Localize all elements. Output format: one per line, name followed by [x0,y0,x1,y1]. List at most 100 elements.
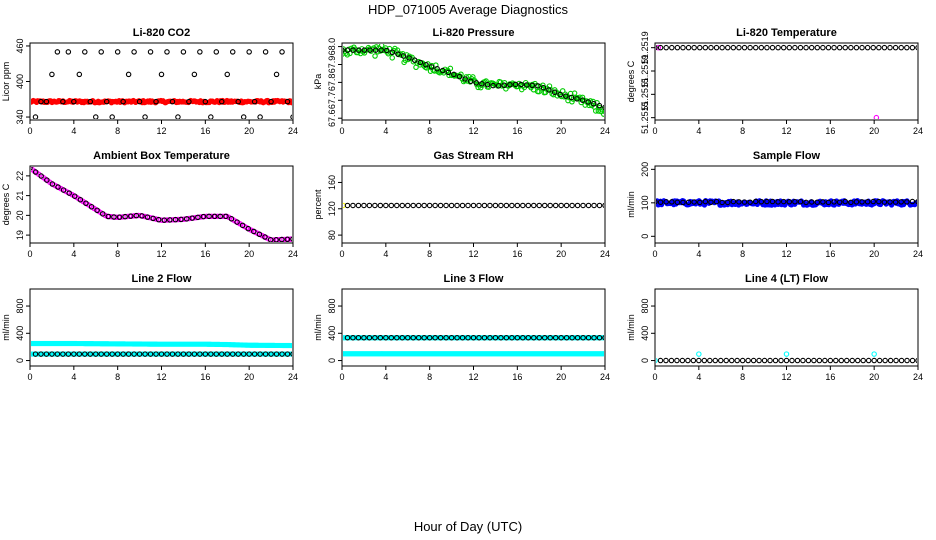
data-point-average [736,44,742,51]
data-point-average [536,202,542,209]
data-point-average [825,44,832,51]
data-point-average [183,216,190,222]
data-point-average [811,357,817,364]
data-point-average [208,114,214,119]
data-point-average [803,44,809,51]
data-point-average [758,44,765,51]
data-point-average [245,225,251,232]
data-point-raw [373,44,380,50]
data-point-average [531,334,537,341]
y-tick-label: 68.0 [327,38,337,56]
data-point-average [882,357,888,364]
data-point-average [228,216,235,222]
data-point-average [189,215,196,221]
data-point-average [838,357,845,364]
data-point-average [239,222,246,229]
x-tick-label: 0 [27,126,32,136]
data-point-average [547,202,553,209]
data-point-average [579,97,586,103]
data-point-average [529,82,536,89]
data-point-raw [536,88,542,95]
x-axis-title: Hour of Day (UTC) [413,519,523,534]
data-point-average [224,71,231,78]
data-point-average [49,181,56,187]
data-point-average [558,202,564,209]
data-point-average [756,357,762,364]
data-point-average [399,202,406,209]
x-tick-label: 20 [244,372,254,382]
data-point-raw [369,46,376,53]
data-point-average [736,199,742,205]
data-point-average [111,214,117,220]
data-point-average [206,213,212,220]
data-point-average [713,44,720,51]
data-point-average [898,44,904,51]
x-tick-label: 16 [825,126,835,136]
data-point-average [87,98,94,105]
data-point-average [723,357,729,364]
data-point-average [257,351,263,357]
data-point-average [552,334,559,341]
data-point-average [585,334,592,341]
data-point-average [125,351,132,357]
y-axis-label: degrees C [626,60,636,102]
data-point-average [213,351,220,357]
data-point-average [186,351,192,357]
data-point-average [797,44,804,51]
data-point-average [860,357,866,364]
data-point-average [552,202,559,209]
y-tick-label: 0 [640,358,650,363]
data-point-average [83,200,89,207]
data-point-average [685,44,692,51]
data-point-average [54,49,61,55]
data-point-average [596,102,603,109]
x-tick-label: 0 [339,372,344,382]
data-point-average [465,334,471,341]
data-point-average [887,199,893,205]
data-point-raw [559,88,566,94]
data-point-average [350,47,356,53]
data-point-average [512,81,519,88]
data-point-average [476,334,482,341]
data-point-average [775,199,781,205]
y-axis-label: ml/min [626,314,636,341]
data-point-average [848,44,854,51]
data-point-average [691,44,697,51]
data-point-average [728,357,735,364]
data-point-average [541,334,548,341]
data-point-average [355,202,362,209]
data-point-raw [475,84,481,91]
data-point-average [251,228,257,235]
data-point-raw [540,82,546,88]
data-point-average [775,44,781,51]
data-point-average [596,202,603,209]
data-point-average [32,169,39,175]
data-point-average [462,76,468,82]
data-point-average [602,202,604,209]
x-tick-label: 16 [512,372,522,382]
data-point-average [780,44,787,51]
panel-7: Line 2 Flow ml/min 0 4 8 12 16 20 24 0 400 800 [1,273,298,382]
data-point-average [585,99,591,105]
data-point-average [71,351,77,357]
data-point-average [82,49,88,55]
data-point-average [876,357,883,364]
panel-title: Ambient Box Temperature [93,150,230,162]
data-point-average [417,59,424,66]
data-point-average [49,351,55,357]
data-point-average [509,202,515,209]
data-point-average [44,177,50,183]
y-axis-label: kPa [313,74,323,90]
y-tick-label: 400 [640,326,650,341]
data-point-average [224,351,231,357]
data-point-average [432,202,438,209]
data-point-average [668,357,675,364]
data-point-average [808,44,815,51]
data-point-average [702,198,709,205]
data-point-average [745,357,751,364]
data-point-average [273,71,280,78]
data-point-average [814,199,821,205]
data-point-average [426,334,433,341]
plot-frame [654,288,919,367]
data-point-raw [361,50,368,56]
